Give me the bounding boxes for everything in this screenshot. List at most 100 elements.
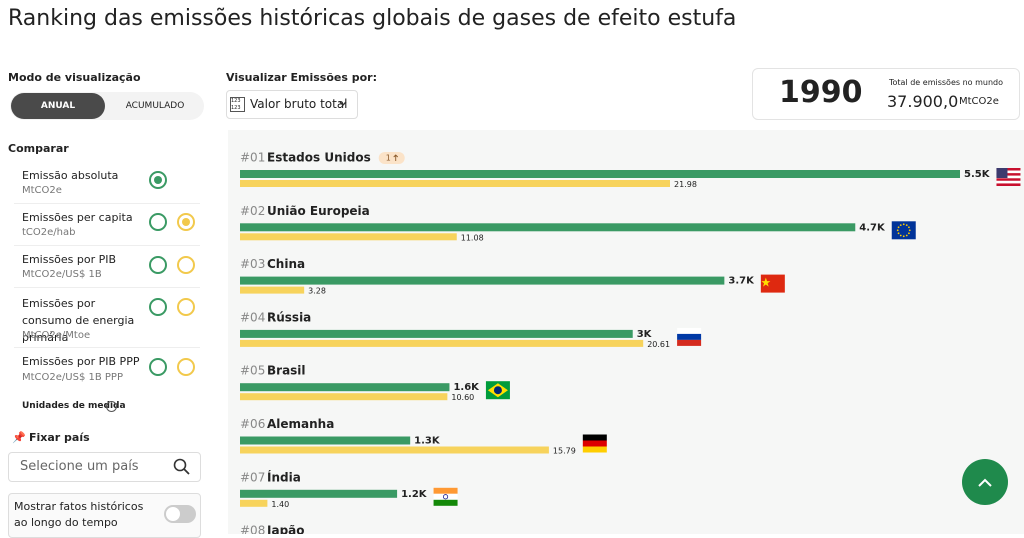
flag [582, 434, 607, 453]
search-box[interactable] [8, 452, 201, 482]
flag-part [761, 277, 771, 287]
title: Ranking das emissões históricas globais … [8, 6, 737, 31]
info-icon: i [106, 401, 117, 412]
rank: #07 [240, 470, 265, 484]
value-label: 15.79 [553, 447, 576, 456]
summary-box [752, 68, 1020, 120]
country-name: Alemanha [267, 417, 334, 431]
total-unit: MtCO2e [959, 96, 999, 107]
scroll-top-button[interactable] [962, 459, 1008, 505]
flag-part [896, 229, 899, 232]
country-name: União Europeia [267, 204, 370, 218]
bar [240, 436, 411, 445]
flag-part [677, 333, 702, 340]
country-name: Índia [267, 469, 301, 484]
flag-part [908, 232, 910, 235]
up-arrow [393, 154, 399, 161]
mode-button[interactable]: ANUAL [11, 93, 105, 119]
flag-part [996, 180, 1021, 184]
flag [485, 381, 510, 400]
radio[interactable] [149, 358, 167, 376]
flag-part [902, 223, 905, 226]
separator [14, 347, 200, 348]
country-name: Brasil [267, 364, 306, 378]
flag-part [996, 168, 1008, 178]
bar [240, 286, 305, 294]
value-label: 4.7K [859, 222, 886, 233]
flag-part [899, 234, 902, 237]
value-label: 1.6K [453, 382, 480, 393]
view-value: Valor bruto total [250, 97, 348, 111]
mode-label: Modo de visualização [8, 71, 141, 84]
option-unit: MtCO2e/US$ 1B [22, 269, 102, 280]
radio[interactable] [149, 298, 167, 316]
value-label: 21.98 [674, 180, 697, 189]
flag-part [996, 183, 1021, 186]
value-label: 1.2K [401, 489, 428, 500]
bar [240, 489, 398, 498]
flag-part [582, 446, 607, 453]
toggle[interactable] [164, 505, 196, 523]
option-label: Emissões por PIB [22, 253, 117, 266]
value-label: 1.3K [414, 436, 441, 447]
option-label: Emissões por PIB PPP [22, 355, 140, 368]
country-name: Estados Unidos [267, 151, 371, 165]
flag-part [996, 173, 1021, 176]
view-label: Visualizar Emissões por: [226, 71, 378, 84]
option-unit: MtCO2e [22, 185, 62, 196]
chevron-down [339, 101, 347, 106]
radio[interactable] [149, 256, 167, 274]
radio[interactable] [177, 358, 195, 376]
value-label: 3.7K [728, 276, 755, 287]
bar [240, 233, 457, 241]
pin-label: Fixar país [29, 431, 90, 444]
separator [14, 203, 200, 204]
value-label: 3K [637, 329, 653, 340]
radio[interactable] [177, 213, 195, 231]
flag-part [443, 494, 449, 500]
radio[interactable] [149, 171, 167, 189]
value-label: 11.08 [461, 233, 484, 242]
flag [433, 487, 458, 506]
bar [240, 393, 448, 401]
flag-part [996, 170, 1021, 174]
bar [240, 223, 856, 232]
separator [14, 287, 200, 288]
flag-part [899, 224, 902, 227]
flag-part [677, 327, 702, 334]
value-label: 10.60 [451, 393, 474, 402]
radio[interactable] [149, 213, 167, 231]
flag-part [908, 229, 911, 232]
option-label: Emissões per capita [22, 211, 133, 224]
flag-part [891, 221, 916, 240]
toggle-label: Mostrar fatos históricos ao longo do tem… [14, 500, 144, 529]
rank: #01 [240, 151, 265, 165]
radio[interactable] [177, 256, 195, 274]
option-unit: tCO2e/hab [22, 227, 76, 238]
pin-icon: 📌 [12, 431, 26, 444]
change-badge [378, 152, 405, 164]
mode-button[interactable]: ACUMULADO [125, 101, 185, 111]
bar [240, 276, 725, 285]
flag-part [897, 232, 900, 235]
flag-part [493, 386, 502, 395]
flag [996, 168, 1021, 186]
bar [240, 499, 268, 507]
flag-part [582, 434, 607, 441]
bar [240, 329, 633, 338]
flag [891, 221, 916, 240]
bar [240, 170, 960, 178]
total-label: Total de emissões no mundo [889, 78, 1003, 87]
country-name: Rússia [267, 310, 311, 324]
flag-part [433, 499, 458, 506]
separator [14, 245, 200, 246]
dropdown-icon: 123 123 [230, 97, 245, 112]
value-label: 5.5K [964, 169, 991, 180]
radio[interactable] [177, 298, 195, 316]
view-dropdown[interactable] [226, 90, 358, 119]
flag-part [996, 175, 1021, 179]
country-name: Japão [266, 524, 305, 534]
units-link[interactable]: Unidades de medida [22, 401, 126, 411]
rank: #06 [240, 417, 265, 431]
